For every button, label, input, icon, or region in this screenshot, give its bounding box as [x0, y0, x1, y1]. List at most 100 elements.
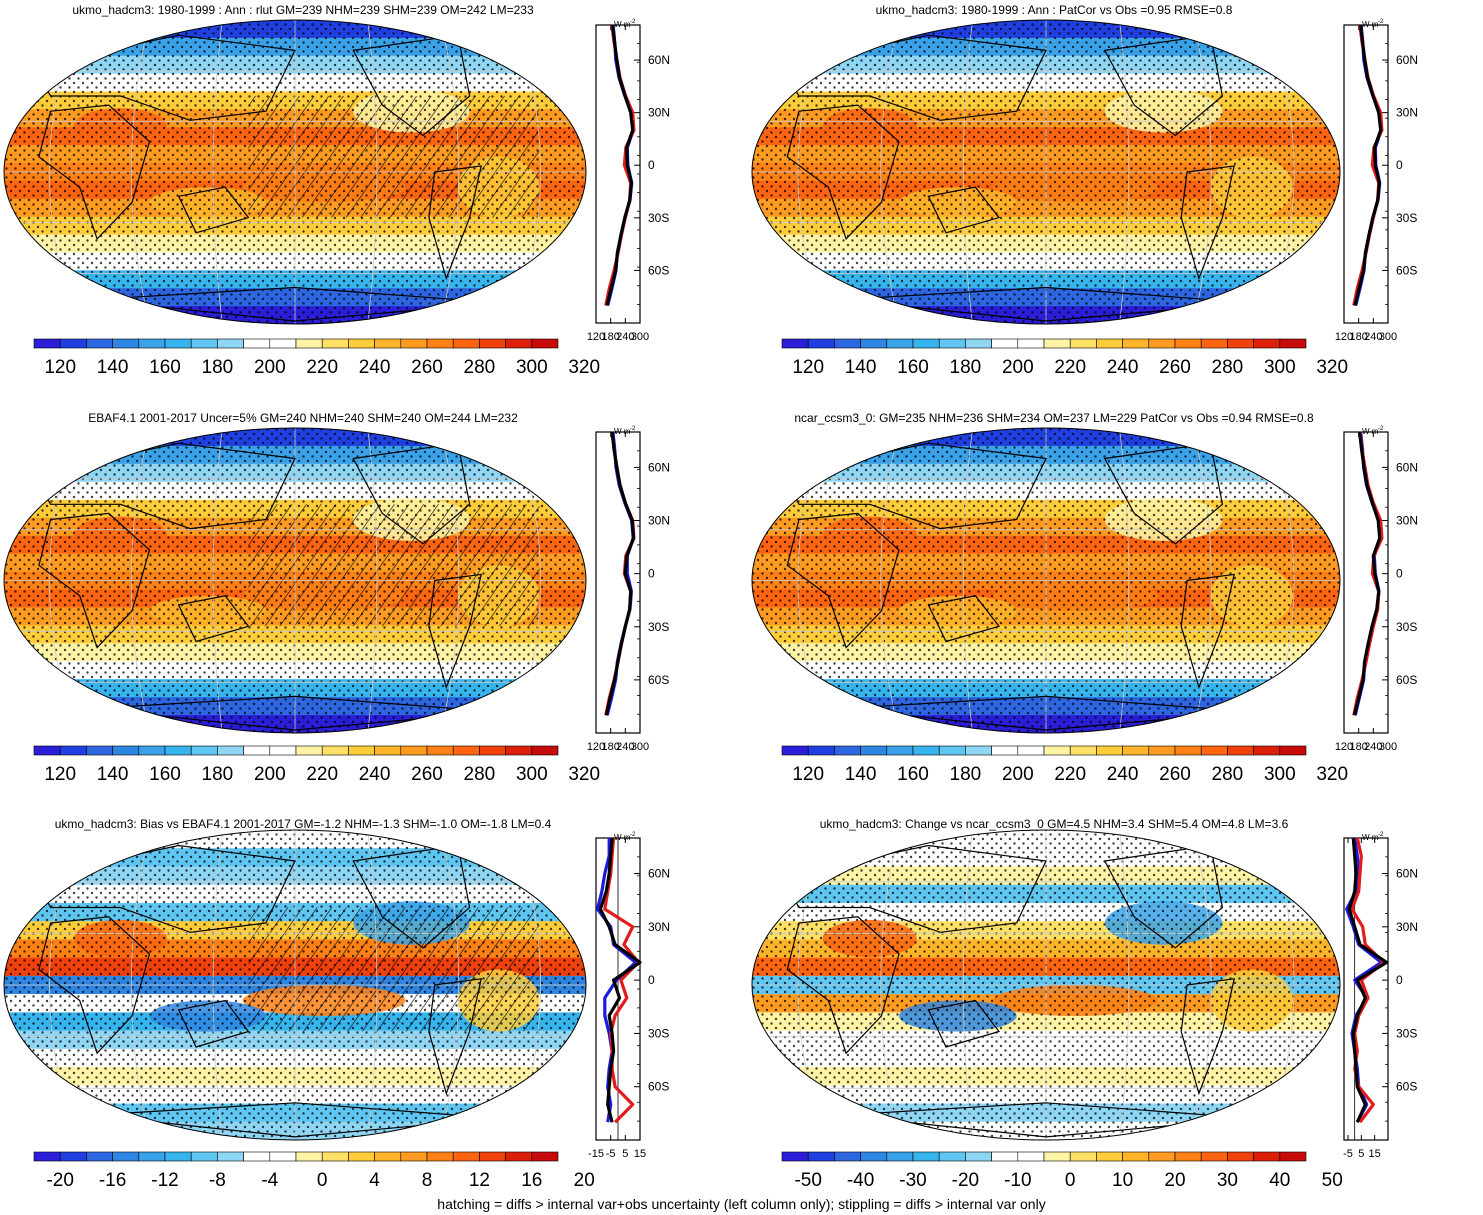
coastline [32, 442, 296, 530]
colorbar-tick-label: 12 [469, 1170, 490, 1191]
colorbar-cell [138, 745, 166, 756]
colorbar-cell [807, 1151, 835, 1162]
colorbar-cell [217, 338, 244, 349]
panel-title: ukmo_hadcm3: 1980-1999 : Ann : PatCor vs… [876, 3, 1233, 17]
colorbar-cell [452, 1151, 480, 1162]
zonal-ytick-label: 30S [1396, 211, 1417, 225]
colorbar-cell [426, 1151, 454, 1162]
colorbar-cell [531, 1151, 559, 1162]
colorbar-cell [1043, 1151, 1071, 1162]
colorbar-tick-label: 220 [1054, 764, 1086, 785]
colorbar-tick-label: 120 [792, 764, 824, 785]
zonal-xtick-label: 300 [1379, 331, 1397, 343]
colorbar-cell [1279, 745, 1307, 756]
zonal-ytick-label: 60S [648, 1080, 669, 1094]
coastline [780, 442, 1047, 530]
colorbar-tick-label: 0 [1065, 1170, 1076, 1191]
zonal-line-model [1353, 24, 1383, 306]
zonal-ytick-label: 30N [1396, 514, 1418, 528]
colorbar-tick-label: 200 [254, 764, 286, 785]
zonal-line-ref [606, 24, 635, 306]
zonal-ytick-label: 30N [1396, 106, 1418, 120]
colorbar-tick-label: 220 [1054, 357, 1086, 378]
colorbar-tick-label: 320 [1316, 357, 1348, 378]
colorbar-cell [860, 338, 888, 349]
colorbar-cell [295, 338, 323, 349]
colorbar-tick-label: 0 [317, 1170, 328, 1191]
graticule-lon [1119, 830, 1130, 1140]
colorbar-tick-label: 180 [202, 357, 234, 378]
colorbar-cell [400, 338, 428, 349]
coastline [786, 104, 900, 241]
coastline [428, 978, 482, 1096]
zonal-xtick-label: 300 [1379, 741, 1397, 753]
colorbar-tick-label: 260 [411, 357, 443, 378]
colorbar-tick-label: 300 [1264, 357, 1296, 378]
colorbar-tick-label: -20 [952, 1170, 979, 1191]
colorbar-tick-label: 220 [306, 764, 338, 785]
zonal-ytick-label: 30S [1396, 620, 1417, 634]
colorbar-cell [1148, 1151, 1176, 1162]
zonal-ytick-label: 60N [1396, 53, 1418, 67]
graticule-lon [962, 830, 973, 1140]
colorbar-cell [1043, 745, 1071, 756]
zonal-ytick-label: 30S [648, 1026, 669, 1040]
colorbar-tick-label: 140 [97, 357, 129, 378]
hatching [248, 96, 540, 218]
colorbar-tick-label: 4 [369, 1170, 380, 1191]
zonal-line-obs [604, 431, 636, 716]
colorbar-cell [860, 745, 888, 756]
colorbar-tick-label: 120 [44, 764, 76, 785]
colorbar-cell [1096, 745, 1123, 756]
zonal-xtick-label: 300 [631, 741, 649, 753]
graticule-lon [212, 428, 223, 733]
coastline [1180, 165, 1235, 281]
zonal-ytick-label: 60N [1396, 867, 1418, 881]
colorbar-cell [479, 1151, 506, 1162]
map-field [4, 830, 586, 1140]
colorbar-cell [321, 745, 349, 756]
zonal-ytick-label: 60N [648, 53, 670, 67]
map-outline [751, 427, 1341, 734]
colorbar-cell [269, 338, 297, 349]
colorbar-tick-label: -4 [261, 1170, 278, 1191]
colorbar-tick-label: 280 [1212, 764, 1244, 785]
colorbar-cell [217, 745, 244, 756]
colorbar-cell [1069, 338, 1097, 349]
colorbar-cell [1174, 338, 1202, 349]
colorbar-tick-label: 120 [792, 357, 824, 378]
colorbar-tick-label: 20 [574, 1170, 595, 1191]
colorbar-cell [1069, 1151, 1097, 1162]
zonal-xtick-label: 240 [1364, 741, 1382, 753]
zonal-xtick-label: 120 [1335, 331, 1353, 343]
zonal-xtick-label: -5 [1343, 1148, 1353, 1160]
colorbar-cell [860, 1151, 888, 1162]
map-outline [3, 427, 587, 734]
zonal-xtick-label: 15 [634, 1148, 646, 1160]
colorbar-tick-label: -16 [99, 1170, 126, 1191]
panel-3: EBAF4.1 2001-2017 Uncer=5% GM=240 NHM=24… [3, 411, 670, 785]
zonal-ytick-label: 60N [648, 460, 670, 474]
colorbar-tick-label: 320 [1316, 764, 1348, 785]
graticule-lon [1192, 428, 1212, 733]
zonal-unit-label: W m [614, 20, 631, 29]
colorbar-cell [243, 745, 271, 756]
panel-title: ukmo_hadcm3: 1980-1999 : Ann : rlut GM=2… [72, 3, 534, 17]
zonal-line-model [1347, 837, 1389, 1123]
zonal-ytick-label: 30S [1396, 1026, 1417, 1040]
colorbar-tick-label: 260 [1159, 764, 1191, 785]
panel-title: ukmo_hadcm3: Bias vs EBAF4.1 2001-2017 G… [55, 817, 552, 831]
colorbar-tick-label: 140 [97, 764, 129, 785]
colorbar-tick-label: 200 [254, 357, 286, 378]
panel-2: ukmo_hadcm3: 1980-1999 : Ann : PatCor vs… [751, 3, 1418, 378]
colorbar-tick-label: 240 [1107, 357, 1139, 378]
colorbar-cell [1253, 745, 1281, 756]
colorbar-cell [1279, 338, 1307, 349]
zonal-unit-label: W m [614, 833, 631, 842]
coastline [38, 512, 151, 649]
colorbar-cell [164, 745, 192, 756]
map-field [752, 428, 1340, 733]
colorbar-tick-label: 140 [845, 357, 877, 378]
colorbar-cell [426, 338, 454, 349]
graticule-lon [962, 428, 973, 733]
